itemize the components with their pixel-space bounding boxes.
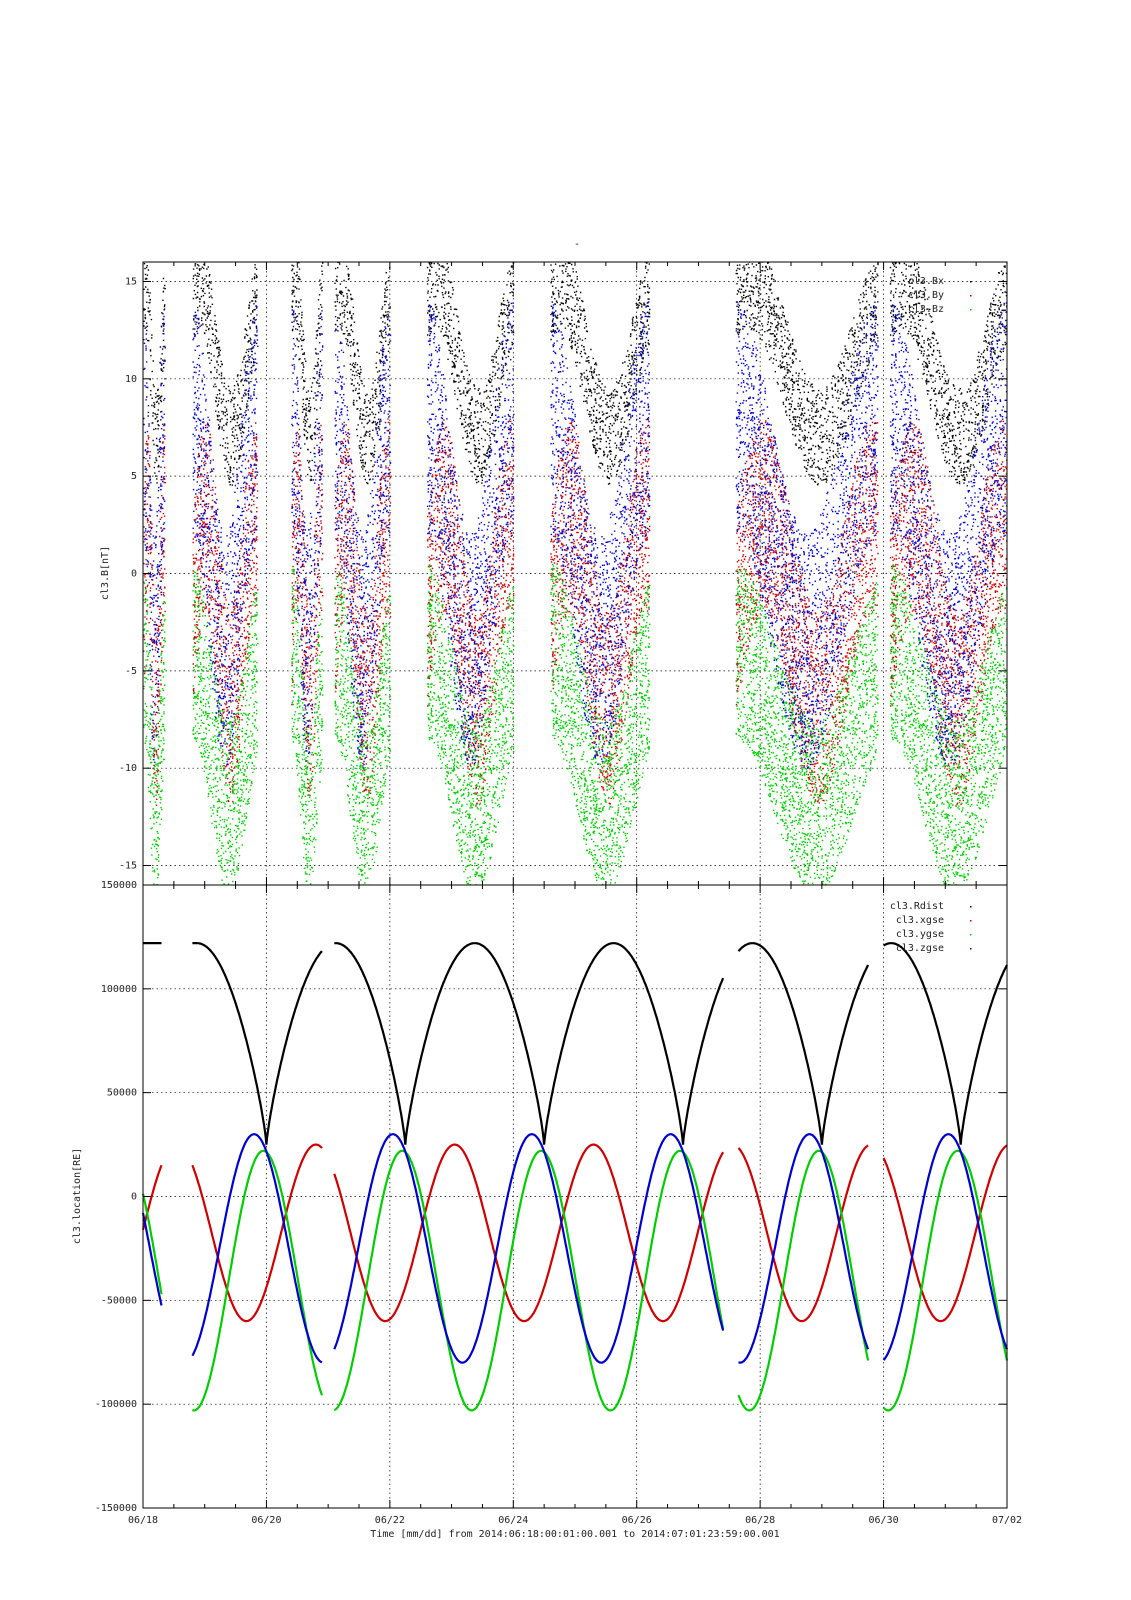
- location-line-black: [192, 942, 323, 1145]
- bottom-legend: cl3.Rdist cl3.xgse cl3.ygse cl3.zgse: [890, 901, 972, 954]
- field-points-black: [291, 262, 324, 481]
- top-legend-label: cl3.By: [908, 290, 944, 301]
- magnetic-field-points: [143, 262, 1007, 885]
- bottom-legend-label: cl3.Rdist: [890, 901, 944, 912]
- location-line-blue: [141, 1212, 163, 1306]
- location-line-blue: [738, 1133, 870, 1364]
- field-points-black: [426, 262, 515, 484]
- field-points-black: [143, 263, 166, 484]
- field-points-blue: [291, 309, 324, 762]
- x-tick-label: 06/28: [745, 1515, 775, 1526]
- top-y-tick-label: 5: [131, 471, 137, 482]
- field-points-black: [550, 262, 651, 485]
- top-y-tick-label: 0: [131, 569, 137, 580]
- field-points-blue: [143, 308, 166, 763]
- x-tick-label: 06/30: [869, 1515, 899, 1526]
- field-points-green: [735, 568, 879, 885]
- field-points-green: [334, 571, 392, 885]
- x-axis-label: Time [mm/dd] from 2014:06:18:00:01:00.00…: [370, 1529, 779, 1540]
- top-panel-title: -: [574, 239, 580, 250]
- location-line-green: [737, 1149, 870, 1412]
- location-line-red: [141, 1164, 163, 1231]
- location-line-green: [192, 1149, 324, 1412]
- field-points-green: [143, 581, 166, 885]
- top-y-tick-label: -15: [119, 861, 137, 872]
- location-line-blue: [191, 1133, 323, 1364]
- field-points-red: [889, 420, 1007, 807]
- location-line-blue: [882, 1133, 1009, 1361]
- bottom-y-tick-label: -100000: [95, 1399, 137, 1410]
- bottom-y-tick-labels: 150000 100000 50000 0 -50000 -100000 -150000: [95, 880, 137, 1514]
- field-points-black: [889, 262, 1007, 485]
- top-legend-marker: [970, 309, 972, 311]
- top-ylabel: cl3.B[nT]: [100, 546, 111, 600]
- field-points-red: [192, 422, 259, 803]
- location-line-red: [882, 1144, 1008, 1323]
- bottom-legend-marker: [970, 906, 972, 908]
- location-line-red: [737, 1144, 869, 1323]
- field-points-blue: [192, 305, 259, 766]
- bottom-panel-frame: [142, 884, 1008, 1509]
- bottom-legend-label: cl3.xgse: [896, 915, 944, 926]
- field-points-black: [735, 262, 879, 486]
- top-y-tick-label: -10: [119, 763, 137, 774]
- location-line-black: [882, 942, 1008, 1145]
- x-tick-label: 06/20: [251, 1515, 281, 1526]
- top-y-tick-label: 15: [125, 276, 137, 287]
- field-points-red: [550, 418, 651, 805]
- field-points-blue: [334, 307, 392, 769]
- field-points-black: [334, 262, 391, 485]
- location-line-red: [333, 1143, 725, 1323]
- field-points-green: [550, 563, 651, 885]
- field-points-green: [192, 569, 259, 885]
- field-points-black: [192, 262, 258, 486]
- top-legend-marker: [970, 295, 972, 297]
- bottom-y-tick-label: -50000: [101, 1295, 137, 1306]
- x-tick-label: 06/18: [128, 1515, 158, 1526]
- bottom-legend-label: cl3.zgse: [896, 943, 944, 954]
- field-points-blue: [889, 302, 1007, 765]
- field-points-blue: [426, 302, 515, 765]
- top-y-tick-label: -5: [125, 666, 137, 677]
- x-tick-labels: 06/18 06/20 06/22 06/24 06/26 06/28 06/30 07/02: [128, 1515, 1022, 1526]
- location-line-blue: [333, 1133, 725, 1364]
- bottom-y-tick-label: 50000: [107, 1088, 137, 1099]
- top-y-tick-labels: 15 10 5 0 -5 -10 -15: [119, 276, 137, 871]
- x-tick-label: 06/24: [498, 1515, 528, 1526]
- location-line-green: [882, 1149, 1009, 1412]
- location-lines: [141, 942, 1009, 1412]
- x-tick-label: 06/26: [622, 1515, 652, 1526]
- location-line-green: [333, 1149, 725, 1412]
- top-y-tick-label: 10: [125, 374, 137, 385]
- bottom-y-tick-label: 150000: [101, 880, 137, 891]
- bottom-legend-marker: [970, 920, 972, 922]
- bottom-legend-marker: [970, 934, 972, 936]
- top-legend-marker: [970, 281, 972, 283]
- location-line-green: [141, 1193, 163, 1295]
- top-grid: [143, 262, 1007, 885]
- magnetic-field-panel: 15 10 5 0 -5 -10 -15 cl3.Bx cl3.By cl3.Bz cl3.B[…: [100, 261, 1008, 886]
- bottom-legend-marker: [970, 948, 972, 950]
- top-legend-label: cl3.Bz: [908, 304, 944, 315]
- bottom-grid: [143, 885, 1007, 1508]
- field-points-blue: [735, 301, 879, 769]
- field-points-green: [291, 568, 324, 885]
- location-line-red: [191, 1143, 323, 1323]
- field-points-green: [426, 564, 515, 885]
- top-legend-label: cl3.Bx: [908, 276, 944, 287]
- top-legend: cl3.Bx cl3.By cl3.Bz: [908, 276, 972, 315]
- location-line-black: [334, 942, 725, 1145]
- bottom-y-tick-label: 100000: [101, 984, 137, 995]
- bottom-y-tick-label: 0: [131, 1192, 137, 1203]
- field-points-green: [889, 564, 1007, 885]
- bottom-ylabel: cl3.location[RE]: [72, 1148, 83, 1244]
- bottom-y-tick-label: -150000: [95, 1503, 137, 1514]
- location-line-black: [737, 942, 870, 1145]
- x-tick-label: 07/02: [992, 1515, 1022, 1526]
- x-tick-label: 06/22: [375, 1515, 405, 1526]
- location-panel: 150000 100000 50000 0 -50000 -100000 -150000 0…: [72, 880, 1022, 1540]
- field-points-blue: [550, 301, 651, 765]
- bottom-legend-label: cl3.ygse: [896, 929, 944, 940]
